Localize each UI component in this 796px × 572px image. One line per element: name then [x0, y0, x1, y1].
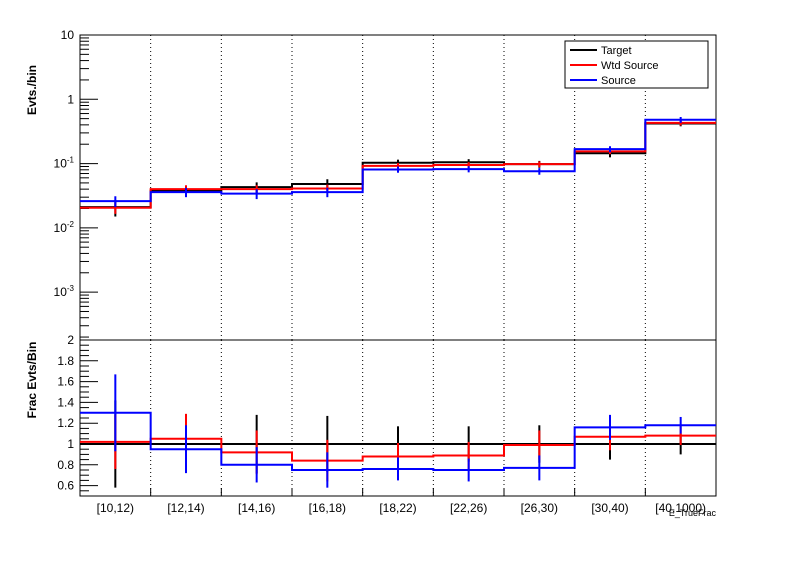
series-line-wtd-source	[80, 121, 716, 209]
y-tick-label: 0.8	[57, 458, 74, 472]
x-tick-label: [26,30)	[521, 501, 558, 515]
y-tick-label: 0.6	[57, 479, 74, 493]
y-tick-label: 10-1	[54, 156, 75, 171]
y-tick-label: 1.4	[57, 395, 74, 409]
x-tick-label: [14,16)	[238, 501, 275, 515]
y-tick-label: 10-2	[54, 220, 75, 235]
legend-label: Wtd Source	[601, 60, 658, 72]
x-axis-title: E_TrueFrac	[669, 508, 717, 518]
x-tick-label: [40,1000)	[655, 501, 706, 515]
y-tick-label: 1	[67, 437, 74, 451]
y-tick-label: 2	[67, 333, 74, 347]
y-axis-title-bottom: Frac Evts/Bin	[25, 342, 39, 419]
y-tick-label: 1.6	[57, 375, 74, 389]
x-tick-label: [22,26)	[450, 501, 487, 515]
y-tick-label: 1.2	[57, 416, 74, 430]
x-tick-label: [12,14)	[167, 501, 204, 515]
y-axis-title-top: Evts./bin	[25, 65, 39, 115]
x-tick-label: [10,12)	[97, 501, 134, 515]
x-tick-label: [30,40)	[591, 501, 628, 515]
y-tick-label: 1.8	[57, 354, 74, 368]
x-tick-label: [18,22)	[379, 501, 416, 515]
legend-label: Source	[601, 75, 636, 87]
x-axis: [10,12) [12,14) [14,16) [16,18) [18,22) [22,2…	[79, 488, 717, 518]
top-panel: 10 1 10-1 10-2 10-3 Evts./bin	[25, 28, 717, 341]
bottom-panel: 0.6 0.8 1 1.2 1.4 1.6 1.8 2 Frac Evts/Bin	[25, 333, 717, 497]
legend: Target Wtd Source Source	[564, 40, 709, 89]
legend-label: Target	[601, 45, 632, 57]
y-tick-label: 1	[67, 92, 74, 106]
y-tick-label: 10-3	[54, 284, 75, 299]
x-tick-label: [16,18)	[309, 501, 346, 515]
y-tick-label: 10	[61, 28, 75, 42]
